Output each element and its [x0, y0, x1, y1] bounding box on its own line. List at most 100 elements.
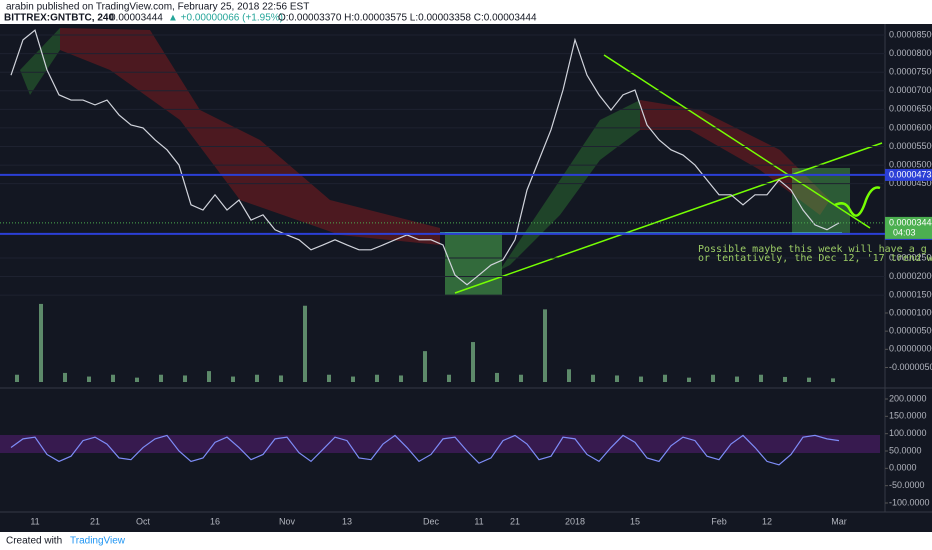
annotation: or tentatively, the Dec 12, '17 trend wi… [698, 253, 932, 264]
volume-bar [63, 372, 67, 382]
y-tick-label: 0.00008500 [889, 29, 932, 39]
created-with: Created with [6, 536, 62, 547]
volume-bar [255, 374, 259, 382]
brand[interactable]: TradingView [70, 536, 126, 547]
y-tick-label: 0.00005000 [889, 159, 932, 169]
volume-bar [639, 376, 643, 382]
ohlc: O:0.00003370 H:0.00003575 L:0.00003358 C… [278, 13, 537, 24]
volume-bar [711, 374, 715, 382]
volume-bar [327, 374, 331, 382]
volume-bar [351, 376, 355, 382]
volume-bar [519, 374, 523, 382]
y-tick-label: 0.00001500 [889, 290, 932, 300]
volume-bar [543, 309, 547, 382]
annotation: Possible maybe this week will have a g [698, 244, 927, 255]
cloud [500, 100, 640, 270]
volume-bar [663, 374, 667, 382]
y-tick-label: 0.00006000 [889, 122, 932, 132]
x-tick-label: 2018 [565, 516, 585, 526]
level-label: 0.00004735 [889, 169, 932, 179]
y-tick-label: -50.0000 [889, 480, 925, 490]
series-line [10, 29, 840, 286]
last-price-tag [885, 216, 932, 239]
symbol: BITTREX:GNTBTC, 240 [4, 13, 114, 24]
y-tick-label: 0.00007500 [889, 67, 932, 77]
y-tick-label: 0.00000500 [889, 326, 932, 336]
volume-bar [207, 371, 211, 382]
x-tick-label: 11 [30, 516, 39, 526]
y-tick-label: 0.0000 [889, 463, 917, 473]
projection-arrow [834, 186, 881, 217]
volume-bar [87, 376, 91, 382]
x-tick-label: Nov [279, 516, 296, 526]
stoch-band [0, 435, 880, 453]
volume-bar [567, 369, 571, 382]
x-tick-label: Mar [831, 516, 847, 526]
x-tick-label: 11 [474, 516, 483, 526]
volume-bar [303, 305, 307, 382]
volume-bar [591, 374, 595, 382]
y-tick-label: -100.0000 [889, 497, 930, 507]
volume-bar [735, 376, 739, 382]
volume-bar [279, 375, 283, 382]
volume-bar [423, 351, 427, 382]
y-tick-label: 50.0000 [889, 445, 922, 455]
y-tick-label: 150.0000 [889, 411, 927, 421]
x-tick-label: 21 [90, 516, 100, 526]
volume-bar [15, 374, 19, 382]
cloud [20, 28, 60, 95]
y-tick-label: 0.00002500 [889, 252, 932, 262]
y-tick-label: 0.00006500 [889, 104, 932, 114]
cloud [60, 28, 440, 245]
volume-bar [183, 375, 187, 382]
y-tick-label: -0.00000500 [889, 362, 932, 372]
y-tick-label: 0.00007000 [889, 85, 932, 95]
volume-bar [831, 378, 835, 382]
volume-bar [687, 377, 691, 382]
x-tick-label: Oct [136, 516, 151, 526]
cloud [640, 100, 830, 215]
x-tick-label: 12 [762, 516, 772, 526]
volume-bar [783, 376, 787, 382]
highlight-box [445, 232, 502, 295]
volume-bar [447, 374, 451, 382]
y-tick-label: 0.00004500 [889, 178, 932, 188]
series-line [10, 434, 840, 466]
publisher: arabin published on TradingView.com, Feb… [6, 2, 309, 13]
volume-bar [471, 342, 475, 382]
volume-bar [231, 376, 235, 382]
volume-bar [135, 377, 139, 382]
volume-bar [39, 303, 43, 382]
volume-bar [111, 374, 115, 382]
trendline [454, 142, 883, 294]
level-tag [885, 168, 932, 181]
trendline [603, 54, 871, 229]
change: ▲ +0.00000066 (+1.95%) [168, 13, 283, 24]
last-price-label: 0.00003444 [889, 217, 932, 227]
last-price: 0.00003444 [110, 13, 163, 24]
x-tick-label: Dec [423, 516, 440, 526]
volume-bar [615, 375, 619, 382]
y-tick-label: 200.0000 [889, 393, 927, 403]
highlight-box [792, 168, 850, 235]
volume-bar [759, 374, 763, 382]
x-tick-label: 16 [210, 516, 220, 526]
volume-bar [399, 375, 403, 382]
x-tick-label: 13 [342, 516, 352, 526]
countdown: 04:03 [893, 227, 916, 237]
x-tick-label: 15 [630, 516, 640, 526]
x-tick-label: 21 [510, 516, 520, 526]
volume-bar [375, 374, 379, 382]
y-tick-label: 0.00002000 [889, 271, 932, 281]
y-tick-label: 0.00000000 [889, 344, 932, 354]
x-tick-label: Feb [711, 516, 727, 526]
y-tick-label: 0.00005500 [889, 141, 932, 151]
volume-bar [159, 374, 163, 382]
y-tick-label: 100.0000 [889, 428, 927, 438]
volume-bar [495, 372, 499, 382]
volume-bar [807, 377, 811, 382]
y-tick-label: 0.00001000 [889, 307, 932, 317]
y-tick-label: 0.00008000 [889, 48, 932, 58]
